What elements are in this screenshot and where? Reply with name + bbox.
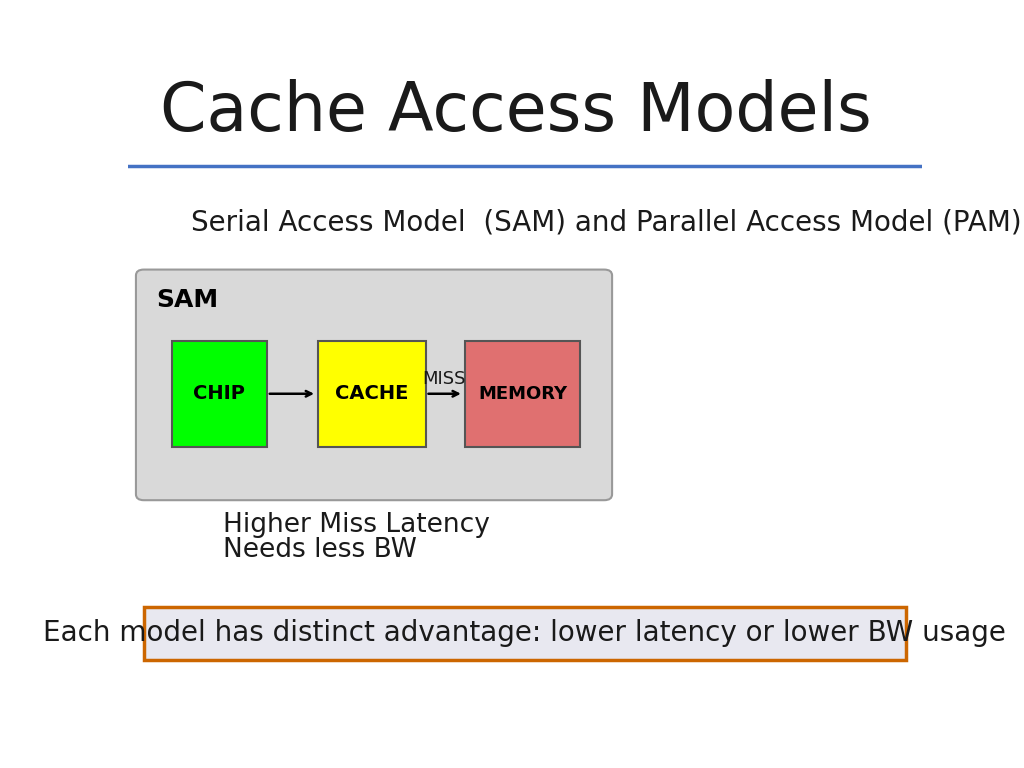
Text: Cache Access Models: Cache Access Models (160, 79, 871, 145)
Text: Serial Access Model  (SAM) and Parallel Access Model (PAM): Serial Access Model (SAM) and Parallel A… (191, 208, 1022, 237)
FancyBboxPatch shape (318, 340, 426, 447)
Text: MEMORY: MEMORY (478, 385, 567, 402)
Text: Needs less BW: Needs less BW (223, 538, 417, 564)
Text: CHIP: CHIP (194, 384, 245, 403)
FancyBboxPatch shape (172, 340, 267, 447)
Text: MISS: MISS (422, 370, 466, 388)
FancyBboxPatch shape (465, 340, 581, 447)
Text: SAM: SAM (156, 289, 218, 313)
Text: Each model has distinct advantage: lower latency or lower BW usage: Each model has distinct advantage: lower… (43, 619, 1007, 647)
FancyBboxPatch shape (136, 270, 612, 500)
Text: Higher Miss Latency: Higher Miss Latency (223, 512, 490, 538)
FancyBboxPatch shape (143, 607, 905, 660)
Text: CACHE: CACHE (335, 384, 409, 403)
